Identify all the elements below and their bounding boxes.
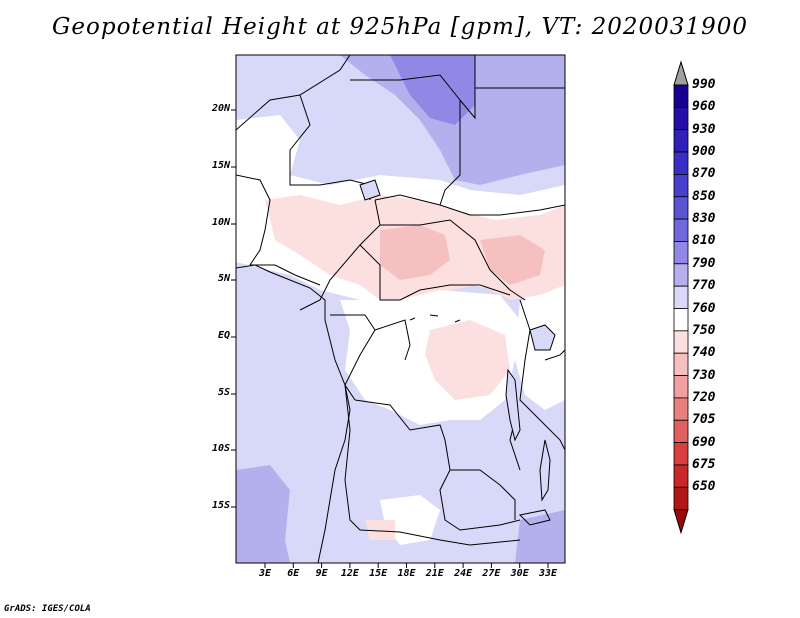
colorbar-level-label: 760 bbox=[692, 300, 716, 316]
lat-label: 20N bbox=[211, 103, 230, 114]
colorbar-level-label: 930 bbox=[692, 121, 716, 137]
lat-label: 10N bbox=[211, 217, 230, 228]
lon-label: 6E bbox=[287, 568, 300, 579]
lat-label: 10S bbox=[211, 443, 230, 454]
colorbar-segment bbox=[673, 151, 689, 175]
colorbar-segment bbox=[673, 263, 689, 287]
colorbar-segment bbox=[673, 285, 689, 309]
field-red-central bbox=[425, 320, 510, 400]
colorbar-level-label: 720 bbox=[692, 389, 716, 405]
map-field bbox=[236, 55, 565, 563]
rivers bbox=[409, 314, 461, 323]
grads-credit: GrADS: IGES/COLA bbox=[4, 604, 91, 614]
lon-label: 12E bbox=[340, 568, 359, 579]
field-red-south bbox=[365, 520, 395, 540]
lon-label: 21E bbox=[425, 568, 444, 579]
colorbar-level-label: 900 bbox=[692, 144, 716, 160]
colorbar-segment bbox=[673, 464, 689, 488]
lake-victoria bbox=[529, 324, 556, 351]
lat-label: 5S bbox=[217, 387, 230, 398]
colorbar-segment bbox=[673, 218, 689, 242]
colorbar-segment bbox=[673, 330, 689, 354]
lat-ticks bbox=[231, 109, 236, 508]
colorbar-level-label: 850 bbox=[692, 188, 716, 204]
lon-label: 33E bbox=[538, 568, 558, 579]
colorbar-level-label: 830 bbox=[692, 211, 716, 227]
colorbar-level-label: 690 bbox=[692, 434, 716, 450]
colorbar-segment bbox=[673, 173, 689, 198]
map-title: Geopotential Height at 925hPa [gpm], VT:… bbox=[52, 14, 748, 40]
lon-label: 27E bbox=[482, 568, 501, 579]
colorbar-level-label: 675 bbox=[692, 456, 716, 472]
colorbar-bottom-arrow bbox=[673, 509, 689, 535]
lon-label: 30E bbox=[510, 568, 529, 579]
country-borders bbox=[236, 55, 565, 546]
colorbar-level-label: 730 bbox=[692, 367, 716, 383]
colorbar-level-label: 810 bbox=[692, 233, 716, 249]
colorbar-segment bbox=[673, 196, 689, 220]
lat-label: 15S bbox=[211, 500, 230, 511]
lake-malawi bbox=[539, 439, 551, 502]
field-ne-790 bbox=[475, 55, 565, 100]
colorbar-level-label: 790 bbox=[692, 255, 716, 271]
lake-kariba bbox=[518, 509, 551, 526]
lon-ticks bbox=[264, 563, 549, 568]
colorbar-level-label: 705 bbox=[692, 412, 716, 428]
colorbar-segment bbox=[673, 397, 689, 421]
colorbar-segment bbox=[673, 84, 689, 108]
field-lav-south-central bbox=[440, 425, 520, 490]
colorbar-segment bbox=[673, 129, 689, 153]
colorbar-level-label: 990 bbox=[692, 77, 716, 92]
field-sw-790 bbox=[236, 465, 290, 563]
lon-label: 18E bbox=[397, 568, 416, 579]
lon-label: 3E bbox=[258, 568, 272, 579]
lon-label: 9E bbox=[315, 568, 328, 579]
field-red-740-b bbox=[480, 235, 545, 285]
colorbar-level-label: 650 bbox=[692, 479, 716, 495]
colorbar-segment bbox=[673, 375, 689, 399]
coastline bbox=[236, 264, 351, 563]
colorbar-segment bbox=[673, 241, 689, 265]
lake-tanganyika bbox=[505, 368, 521, 442]
colorbar-segment bbox=[673, 419, 689, 444]
colorbar-segment bbox=[673, 352, 689, 376]
colorbar-segment bbox=[673, 106, 689, 131]
field-north-810 bbox=[390, 55, 475, 125]
lon-label: 15E bbox=[369, 568, 388, 579]
colorbar-segment bbox=[673, 308, 689, 332]
lake-chad bbox=[359, 179, 381, 201]
colorbar-level-label: 770 bbox=[692, 278, 716, 294]
colorbar-level-label: 960 bbox=[692, 99, 716, 115]
lon-label: 24E bbox=[454, 568, 473, 579]
map-frame bbox=[235, 54, 566, 564]
lat-label: EQ bbox=[217, 330, 230, 341]
colorbar-segment bbox=[673, 442, 689, 466]
colorbar-level-label: 740 bbox=[692, 345, 716, 361]
colorbar-segment bbox=[673, 486, 689, 511]
field-se-790 bbox=[515, 510, 565, 563]
colorbar-level-label: 870 bbox=[692, 166, 716, 182]
colorbar-top-arrow bbox=[673, 60, 689, 86]
colorbar bbox=[673, 60, 689, 535]
lat-label: 5N bbox=[217, 273, 230, 284]
field-red-750-c bbox=[290, 220, 335, 255]
colorbar-level-label: 750 bbox=[692, 322, 716, 338]
lat-label: 15N bbox=[211, 160, 230, 171]
field-red-740-a bbox=[380, 225, 450, 280]
